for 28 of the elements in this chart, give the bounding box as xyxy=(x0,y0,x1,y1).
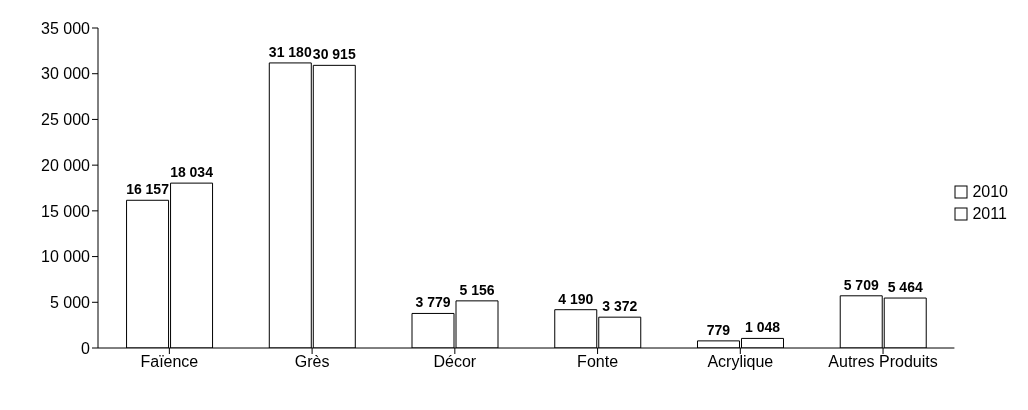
data-label: 30 915 xyxy=(312,46,356,63)
x-tick-label: Fonte xyxy=(577,353,619,371)
data-label: 31 180 xyxy=(268,43,312,60)
x-tick-label: Décor xyxy=(433,353,477,371)
y-tick-label: 15 000 xyxy=(41,202,91,220)
data-label: 3 372 xyxy=(602,298,638,315)
y-tick-label: 10 000 xyxy=(41,248,91,266)
data-label: 16 157 xyxy=(126,181,170,198)
x-tick-label: Faïence xyxy=(140,353,199,371)
y-tick-label: 0 xyxy=(81,339,91,357)
x-tick-label: Acrylique xyxy=(707,353,774,371)
data-label: 4 190 xyxy=(558,290,594,307)
data-label: 18 034 xyxy=(170,164,214,181)
y-tick-label: 30 000 xyxy=(41,65,91,83)
y-tick-label: 35 000 xyxy=(41,19,91,37)
data-label: 5 156 xyxy=(459,281,495,298)
y-tick-label: 20 000 xyxy=(41,156,91,174)
data-label: 5 709 xyxy=(843,276,879,293)
data-label: 3 779 xyxy=(415,294,451,311)
data-label: 779 xyxy=(706,321,731,338)
y-tick-label: 25 000 xyxy=(41,111,91,129)
data-label: 1 048 xyxy=(744,319,781,336)
x-tick-label: Autres Produits xyxy=(828,353,938,371)
legend-label: 2011 xyxy=(972,205,1007,223)
legend-label: 2010 xyxy=(972,183,1008,201)
x-tick-label: Grès xyxy=(294,353,330,371)
y-tick-label: 5 000 xyxy=(49,293,91,311)
data-label: 5 464 xyxy=(887,279,923,296)
